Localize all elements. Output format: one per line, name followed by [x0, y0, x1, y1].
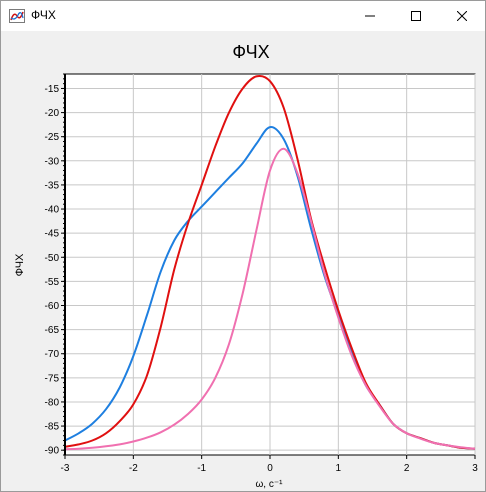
x-tick-label: -3	[61, 463, 70, 474]
y-tick-label: -20	[45, 108, 60, 119]
x-tick-label: 1	[336, 463, 342, 474]
y-tick-label: -40	[45, 205, 60, 216]
y-axis-ticks: -90 -85 -80 -75 -70 -65 -60 -55 -50 -45 -40 -35 -30 -…	[45, 73, 65, 457]
y-tick-label: -25	[45, 132, 60, 143]
x-tick-label: 2	[404, 463, 410, 474]
y-tick-label: -70	[45, 349, 60, 360]
minimize-button[interactable]	[347, 1, 393, 31]
x-tick-label: 3	[472, 463, 478, 474]
x-axis-label: ω, с⁻¹	[256, 479, 284, 490]
y-tick-label: -15	[45, 84, 60, 95]
chart-area: ФЧХ -90 -85 -80 -75 -70 -65 -60 -55 -50 -45 -40 -35…	[1, 31, 485, 491]
close-button[interactable]	[439, 1, 485, 31]
y-tick-label: -85	[45, 422, 60, 433]
y-tick-label: -50	[45, 253, 60, 264]
title-bar[interactable]: ФЧХ	[1, 1, 485, 31]
y-axis-label: ФЧХ	[14, 253, 26, 276]
x-tick-label: -1	[197, 463, 206, 474]
y-tick-label: -60	[45, 301, 60, 312]
y-tick-label: -90	[45, 446, 60, 457]
window-title: ФЧХ	[31, 8, 56, 22]
y-tick-label: -75	[45, 373, 60, 384]
chart-app-icon	[9, 9, 25, 23]
y-tick-label: -30	[45, 156, 60, 167]
series-line-3	[64, 147, 476, 451]
x-tick-label: 0	[267, 463, 273, 474]
y-tick-label: -80	[45, 397, 60, 408]
y-tick-label: -65	[45, 325, 60, 336]
y-tick-label: -55	[45, 277, 60, 288]
phase-response-chart: ФЧХ -90 -85 -80 -75 -70 -65 -60 -55 -50 -45 -40 -35…	[14, 42, 478, 490]
chart-title: ФЧХ	[232, 42, 269, 62]
close-icon	[457, 11, 467, 21]
y-tick-label: -45	[45, 229, 60, 240]
y-tick-label: -35	[45, 180, 60, 191]
series-group	[64, 74, 476, 451]
x-tick-label: -2	[129, 463, 138, 474]
x-axis-ticks: -3 -2 -1 0 1 2 3	[61, 455, 478, 474]
minimize-icon	[365, 15, 375, 17]
maximize-button[interactable]	[393, 1, 439, 31]
maximize-icon	[411, 11, 421, 21]
